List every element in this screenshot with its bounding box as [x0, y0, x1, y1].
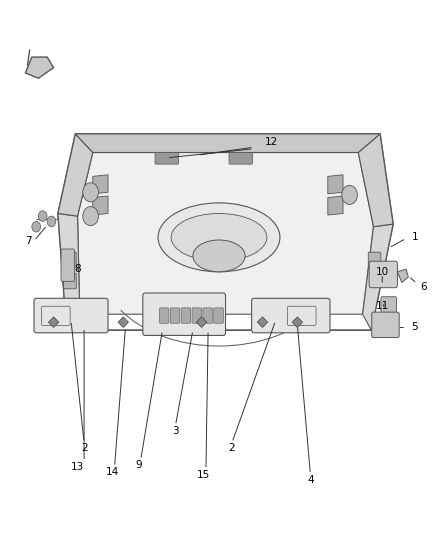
Text: 14: 14 — [106, 467, 119, 477]
Polygon shape — [363, 224, 393, 330]
Polygon shape — [58, 214, 80, 330]
FancyBboxPatch shape — [192, 308, 201, 323]
Text: 3: 3 — [172, 426, 179, 436]
Text: 9: 9 — [135, 461, 142, 470]
Text: 15: 15 — [197, 470, 210, 480]
Polygon shape — [292, 317, 303, 327]
Text: 7: 7 — [25, 236, 32, 246]
Text: 6: 6 — [420, 281, 427, 292]
Polygon shape — [257, 317, 268, 327]
FancyBboxPatch shape — [203, 308, 212, 323]
FancyBboxPatch shape — [61, 249, 74, 281]
FancyBboxPatch shape — [214, 308, 223, 323]
FancyBboxPatch shape — [372, 312, 399, 337]
FancyBboxPatch shape — [229, 152, 253, 164]
Text: 2: 2 — [81, 443, 88, 453]
Circle shape — [83, 183, 99, 202]
Circle shape — [32, 221, 41, 232]
Text: 8: 8 — [74, 264, 81, 274]
FancyBboxPatch shape — [155, 152, 179, 164]
Text: 11: 11 — [375, 301, 389, 311]
Text: 10: 10 — [376, 267, 389, 277]
FancyBboxPatch shape — [159, 308, 169, 323]
FancyBboxPatch shape — [170, 308, 180, 323]
Circle shape — [39, 211, 47, 221]
Polygon shape — [93, 175, 108, 194]
FancyBboxPatch shape — [64, 252, 76, 268]
Text: 13: 13 — [71, 462, 84, 472]
Polygon shape — [58, 134, 93, 216]
Text: 4: 4 — [307, 475, 314, 484]
FancyBboxPatch shape — [64, 273, 76, 289]
Text: 1: 1 — [412, 232, 418, 243]
Polygon shape — [75, 134, 380, 152]
FancyBboxPatch shape — [381, 297, 396, 313]
Polygon shape — [118, 317, 128, 327]
FancyBboxPatch shape — [143, 293, 226, 335]
Circle shape — [83, 207, 99, 225]
Polygon shape — [25, 57, 53, 78]
Polygon shape — [78, 152, 374, 314]
Polygon shape — [397, 269, 408, 282]
Text: 12: 12 — [265, 137, 278, 147]
Ellipse shape — [158, 203, 280, 272]
Polygon shape — [93, 196, 108, 215]
FancyBboxPatch shape — [252, 298, 330, 333]
FancyBboxPatch shape — [34, 298, 108, 333]
FancyBboxPatch shape — [181, 308, 191, 323]
Ellipse shape — [193, 240, 245, 272]
Text: 2: 2 — [229, 443, 235, 453]
Text: 5: 5 — [412, 322, 418, 333]
Circle shape — [47, 216, 56, 227]
Polygon shape — [196, 317, 207, 327]
Polygon shape — [328, 175, 343, 194]
FancyBboxPatch shape — [369, 261, 397, 288]
Polygon shape — [48, 317, 59, 327]
FancyBboxPatch shape — [368, 252, 381, 268]
Polygon shape — [358, 134, 393, 227]
Polygon shape — [328, 196, 343, 215]
Circle shape — [342, 185, 357, 205]
Ellipse shape — [171, 214, 267, 261]
